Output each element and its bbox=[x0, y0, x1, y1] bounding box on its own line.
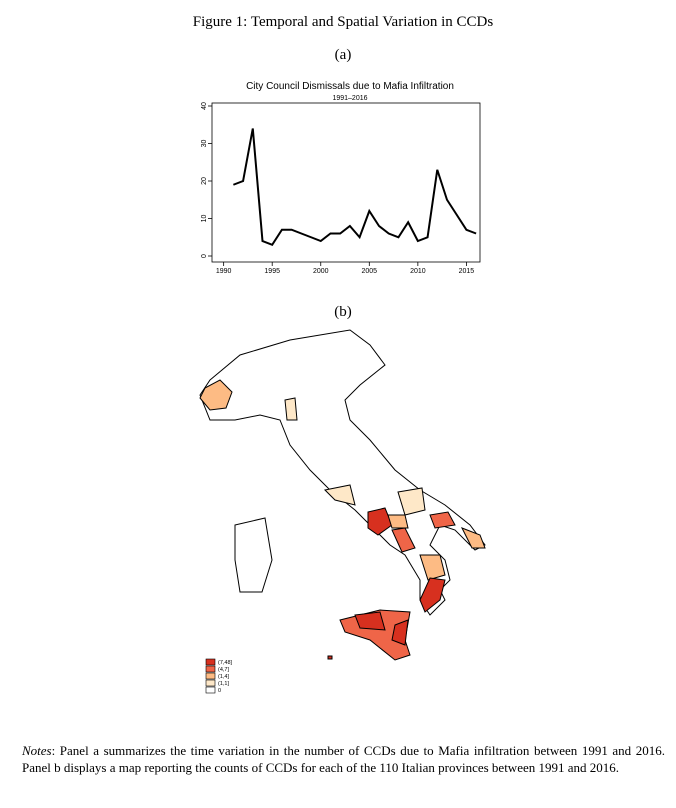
y-tick-label: 40 bbox=[201, 102, 208, 110]
legend-label: (1,1] bbox=[218, 681, 229, 687]
chart-subtitle: 1991–2016 bbox=[332, 95, 367, 102]
figure-title: Figure 1: Temporal and Spatial Variation… bbox=[193, 14, 494, 30]
notes-label: Notes bbox=[22, 743, 52, 758]
x-tick-label: 2010 bbox=[410, 268, 426, 275]
legend-label: 0 bbox=[218, 688, 221, 694]
map bbox=[199, 329, 486, 661]
notes-text: : Panel a summarizes the time variation … bbox=[22, 743, 665, 775]
legend-label: (7,48] bbox=[218, 660, 233, 666]
legend-swatch bbox=[205, 679, 216, 687]
italy-outline bbox=[199, 329, 486, 616]
legend-swatch bbox=[205, 665, 216, 673]
y-tick-label: 0 bbox=[201, 254, 208, 258]
legend-swatch bbox=[205, 658, 216, 666]
province bbox=[199, 379, 233, 411]
y-tick-label: 30 bbox=[201, 140, 208, 148]
province bbox=[397, 487, 426, 516]
panel-label: (a) bbox=[335, 47, 352, 63]
legend-swatch bbox=[205, 686, 216, 694]
province bbox=[391, 527, 416, 553]
chart-title: City Council Dismissals due to Mafia Inf… bbox=[246, 81, 454, 92]
province bbox=[419, 554, 446, 581]
plot-frame bbox=[211, 102, 481, 263]
province bbox=[391, 619, 409, 646]
legend-swatch bbox=[205, 672, 216, 680]
y-tick-label: 10 bbox=[201, 215, 208, 223]
x-tick-label: 2000 bbox=[313, 268, 329, 275]
province bbox=[284, 397, 298, 421]
panel-label: (b) bbox=[334, 304, 352, 320]
province bbox=[323, 484, 356, 506]
province bbox=[460, 527, 486, 549]
line bbox=[233, 128, 477, 246]
x-tick-label: 1990 bbox=[216, 268, 232, 275]
sardinia bbox=[234, 517, 273, 593]
island bbox=[327, 655, 333, 660]
x-tick-label: 1995 bbox=[264, 268, 280, 275]
province bbox=[419, 577, 446, 613]
x-tick-label: 2015 bbox=[459, 268, 475, 275]
province bbox=[354, 611, 386, 631]
province bbox=[429, 511, 456, 529]
figure: Figure 1: Temporal and Spatial Variation… bbox=[193, 14, 494, 694]
legend-label: (4,7] bbox=[218, 667, 229, 673]
province bbox=[387, 514, 409, 529]
legend-label: (1,4] bbox=[218, 674, 229, 680]
x-tick-label: 2005 bbox=[362, 268, 378, 275]
province bbox=[367, 507, 393, 536]
y-tick-label: 20 bbox=[201, 177, 208, 185]
notes: Notes: Panel a summarizes the time varia… bbox=[22, 742, 665, 776]
